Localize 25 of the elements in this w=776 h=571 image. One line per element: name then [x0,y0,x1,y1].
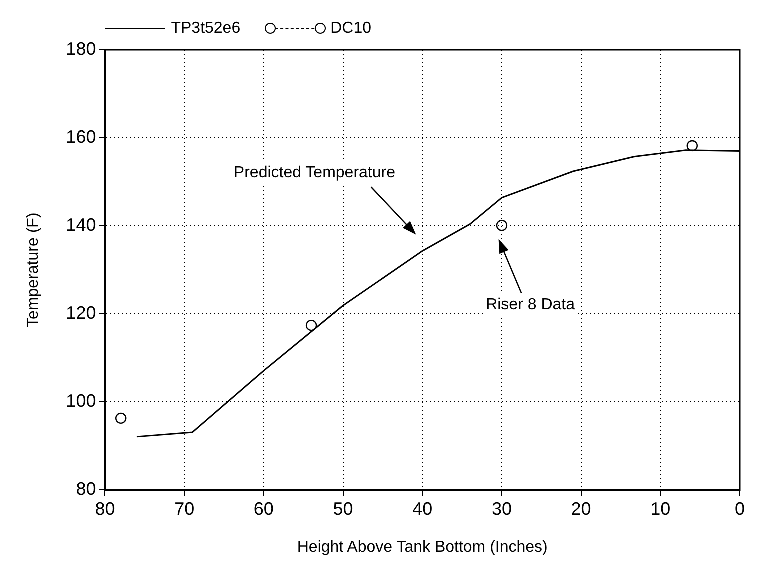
point [306,320,318,332]
y-tick-label: 100 [66,391,96,412]
x-axis-title: Height Above Tank Bottom (Inches) [297,538,548,556]
x-tick-label: 0 [734,498,746,519]
legend-label: DC10 [330,20,372,37]
annotation: Predicted Temperature [234,164,396,182]
y-tick-label: 180 [66,38,96,59]
y-axis-title: Temperature (F) [25,212,42,328]
x-tick-label: 20 [571,498,592,519]
x-tick-label: 10 [650,498,671,519]
point [686,140,698,152]
legend-label: TP3t52e6 [171,20,241,37]
x-tick-label: 80 [95,498,116,519]
x-tick-label: 30 [492,498,512,519]
point [116,412,127,424]
x-tick-label: 50 [333,498,354,519]
x-tick-label: 40 [412,498,433,519]
y-tick-label: 140 [66,215,96,236]
y-tick-label: 120 [66,303,96,324]
point [496,220,508,232]
y-tick-label: 160 [66,127,96,148]
x-tick-label: 60 [254,498,274,519]
y-tick-label: 80 [76,479,96,500]
annotation: Riser 8 Data [486,296,576,314]
x-tick-label: 70 [174,498,195,519]
